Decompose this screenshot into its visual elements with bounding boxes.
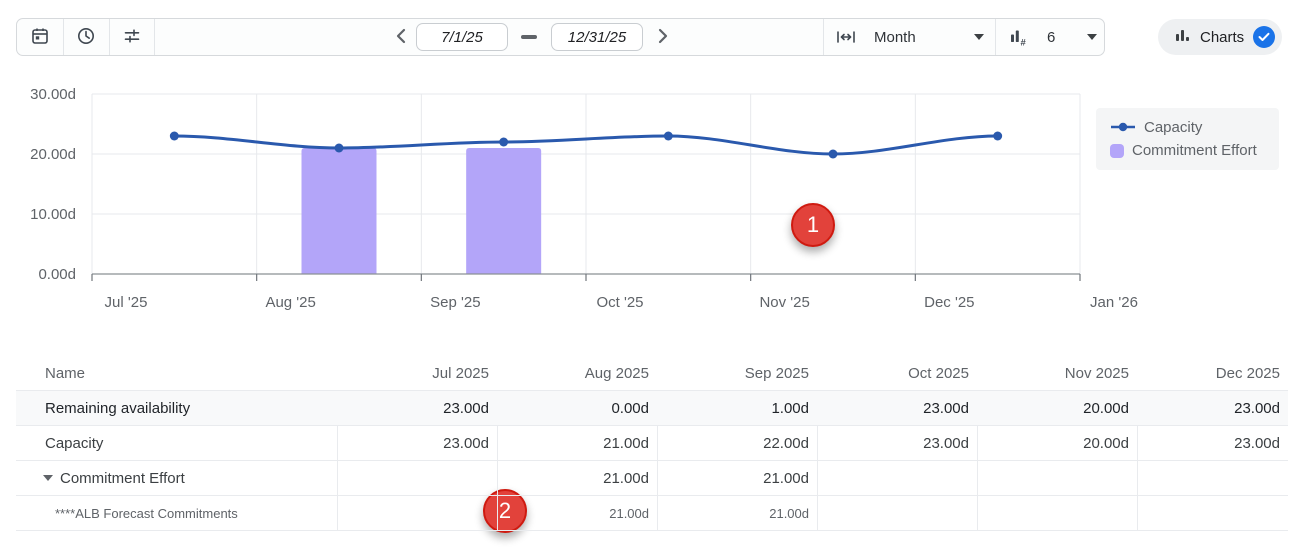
caret-down-icon: [1087, 34, 1097, 40]
caret-down-icon: [974, 34, 984, 40]
cell-value: [977, 461, 1137, 495]
capacity-line-icon: [1110, 119, 1136, 136]
time-view-button[interactable]: [63, 19, 109, 55]
date-range-dash-icon: [521, 35, 537, 39]
column-header: Oct 2025: [908, 365, 969, 382]
svg-text:0.00d: 0.00d: [38, 266, 76, 283]
chart-toolbar: Month # 6: [16, 18, 1105, 56]
table-row-alb-forecast-commitments: ****ALB Forecast Commitments 21.00d 21.0…: [16, 496, 1288, 531]
cell-value: 21.00d: [657, 461, 817, 495]
capacity-table: Name Jul 2025 Aug 2025 Sep 2025 Oct 2025…: [16, 357, 1288, 531]
chart-legend: Capacity Commitment Effort: [1096, 108, 1279, 170]
row-name: Commitment Effort: [60, 469, 185, 487]
column-header: Aug 2025: [584, 365, 649, 382]
cell-value: [817, 496, 977, 530]
cell-value: 23.00d: [1234, 399, 1280, 417]
clock-icon: [76, 26, 96, 49]
capacity-chart: 0.00d 10.00d 20.00d 30.00d Jul '25 Aug '25 Sep…: [30, 86, 1138, 311]
date-from-input[interactable]: [416, 23, 508, 51]
date-to-input[interactable]: [551, 23, 643, 51]
cell-value: [337, 461, 497, 495]
svg-text:30.00d: 30.00d: [30, 86, 76, 103]
badge-number: 2: [498, 498, 512, 523]
interval-dropdown-label: Month: [874, 28, 916, 46]
cell-value: [337, 496, 497, 530]
cell-value: 23.00d: [443, 399, 489, 417]
table-row-remaining-availability: Remaining availability 23.00d 0.00d 1.00…: [16, 391, 1288, 426]
toolbar-divider: [154, 19, 155, 55]
svg-text:Sep '25: Sep '25: [430, 294, 480, 311]
table-row-commitment-effort: Commitment Effort 21.00d 21.00d: [16, 461, 1288, 496]
previous-period-button[interactable]: [389, 19, 413, 55]
chevron-left-icon: [396, 28, 406, 47]
cell-value: [1137, 496, 1288, 530]
toolbar-divider: [823, 19, 824, 55]
toolbar-divider: [995, 19, 996, 55]
svg-text:Nov '25: Nov '25: [759, 294, 809, 311]
bar-chart-icon: [1174, 27, 1191, 48]
svg-text:10.00d: 10.00d: [30, 206, 76, 223]
cell-value: [1137, 461, 1288, 495]
badge-number: 1: [806, 212, 820, 237]
charts-toggle-label: Charts: [1200, 28, 1245, 46]
next-period-button[interactable]: [651, 19, 675, 55]
legend-item-commitment-effort[interactable]: Commitment Effort: [1110, 142, 1265, 159]
legend-label: Commitment Effort: [1132, 142, 1257, 159]
row-name: ****ALB Forecast Commitments: [55, 505, 238, 521]
svg-text:Dec '25: Dec '25: [924, 294, 974, 311]
column-header: Jul 2025: [432, 365, 489, 382]
column-header: Dec 2025: [1215, 365, 1280, 382]
display-settings-button[interactable]: [109, 19, 154, 55]
toolbar-divider: [63, 19, 64, 55]
bar-count-dropdown[interactable]: 6: [1041, 19, 1103, 55]
calendar-icon: [30, 26, 50, 49]
cell-value: 23.00d: [1137, 426, 1288, 460]
svg-text:Jan '26: Jan '26: [1090, 294, 1138, 311]
bar-count-icon: #: [1003, 19, 1033, 55]
cell-value: [817, 461, 977, 495]
svg-text:Oct '25: Oct '25: [596, 294, 643, 311]
table-row-capacity: Capacity 23.00d 21.00d 22.00d 23.00d 20.…: [16, 426, 1288, 461]
cell-value: 21.00d: [497, 461, 657, 495]
column-header: Sep 2025: [744, 365, 809, 382]
annotation-badge-2: 2: [483, 489, 527, 533]
bar-count-dropdown-label: 6: [1047, 28, 1056, 46]
cell-value: 23.00d: [337, 426, 497, 460]
cell-value: 23.00d: [817, 426, 977, 460]
interval-dropdown[interactable]: Month: [868, 19, 990, 55]
column-header-name: Name: [45, 365, 86, 382]
svg-text:20.00d: 20.00d: [30, 146, 76, 163]
svg-text:Jul '25: Jul '25: [105, 294, 148, 311]
cell-value: 21.00d: [497, 496, 657, 530]
chevron-right-icon: [658, 28, 668, 47]
row-name: Remaining availability: [45, 399, 191, 417]
svg-text:#: #: [1021, 38, 1027, 49]
calendar-view-button[interactable]: [17, 19, 63, 55]
cell-value: 22.00d: [657, 426, 817, 460]
cell-value: 1.00d: [771, 399, 809, 417]
table-header-row: Name Jul 2025 Aug 2025 Sep 2025 Oct 2025…: [16, 357, 1288, 391]
cell-value: 20.00d: [977, 426, 1137, 460]
toolbar-divider: [109, 19, 110, 55]
cell-value: 21.00d: [497, 426, 657, 460]
cell-value: 21.00d: [657, 496, 817, 530]
commitment-swatch-icon: [1110, 143, 1124, 158]
svg-text:Aug '25: Aug '25: [265, 294, 315, 311]
charts-toggle[interactable]: Charts: [1158, 19, 1283, 55]
legend-item-capacity[interactable]: Capacity: [1110, 119, 1265, 136]
cell-value: 0.00d: [611, 399, 649, 417]
row-name: Capacity: [45, 434, 104, 452]
expand-triangle-icon: [43, 475, 53, 481]
check-icon: [1253, 26, 1276, 48]
row-expand-toggle[interactable]: Commitment Effort: [16, 461, 337, 495]
column-header: Nov 2025: [1064, 365, 1129, 382]
legend-label: Capacity: [1144, 119, 1203, 136]
cell-value: 20.00d: [1083, 399, 1129, 417]
range-width-icon: [831, 19, 861, 55]
cell-value: [977, 496, 1137, 530]
annotation-badge-1: 1: [791, 203, 835, 247]
cell-value: 23.00d: [923, 399, 969, 417]
sliders-icon: [122, 26, 142, 49]
